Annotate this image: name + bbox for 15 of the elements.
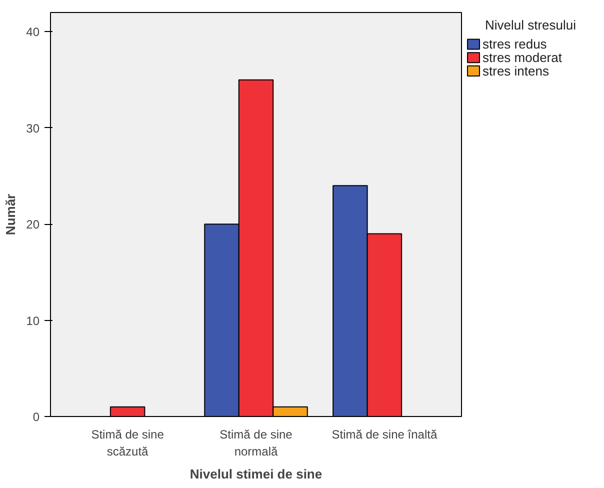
y-tick-label: 40	[26, 25, 40, 40]
x-tick-label: Stimă de sine înaltă	[332, 428, 438, 442]
legend-label: stres moderat	[482, 50, 562, 66]
y-tick-label: 10	[26, 314, 40, 328]
x-tick-label: Stimă de sine normală	[220, 428, 293, 458]
y-tick-label: 30	[26, 121, 40, 136]
x-axis-title: Nivelul stimei de sine	[190, 466, 322, 482]
y-tick-label: 20	[26, 218, 40, 232]
x-tick-label: Stimă de sine scăzută	[91, 428, 164, 458]
bar	[110, 406, 146, 416]
y-tick-label: 0	[32, 410, 40, 424]
legend-title: Nivelul stresului	[484, 18, 576, 33]
legend-label: stres redus	[482, 36, 548, 52]
y-axis-title: Număr	[3, 194, 18, 236]
legend-label: stres intens	[482, 63, 550, 78]
